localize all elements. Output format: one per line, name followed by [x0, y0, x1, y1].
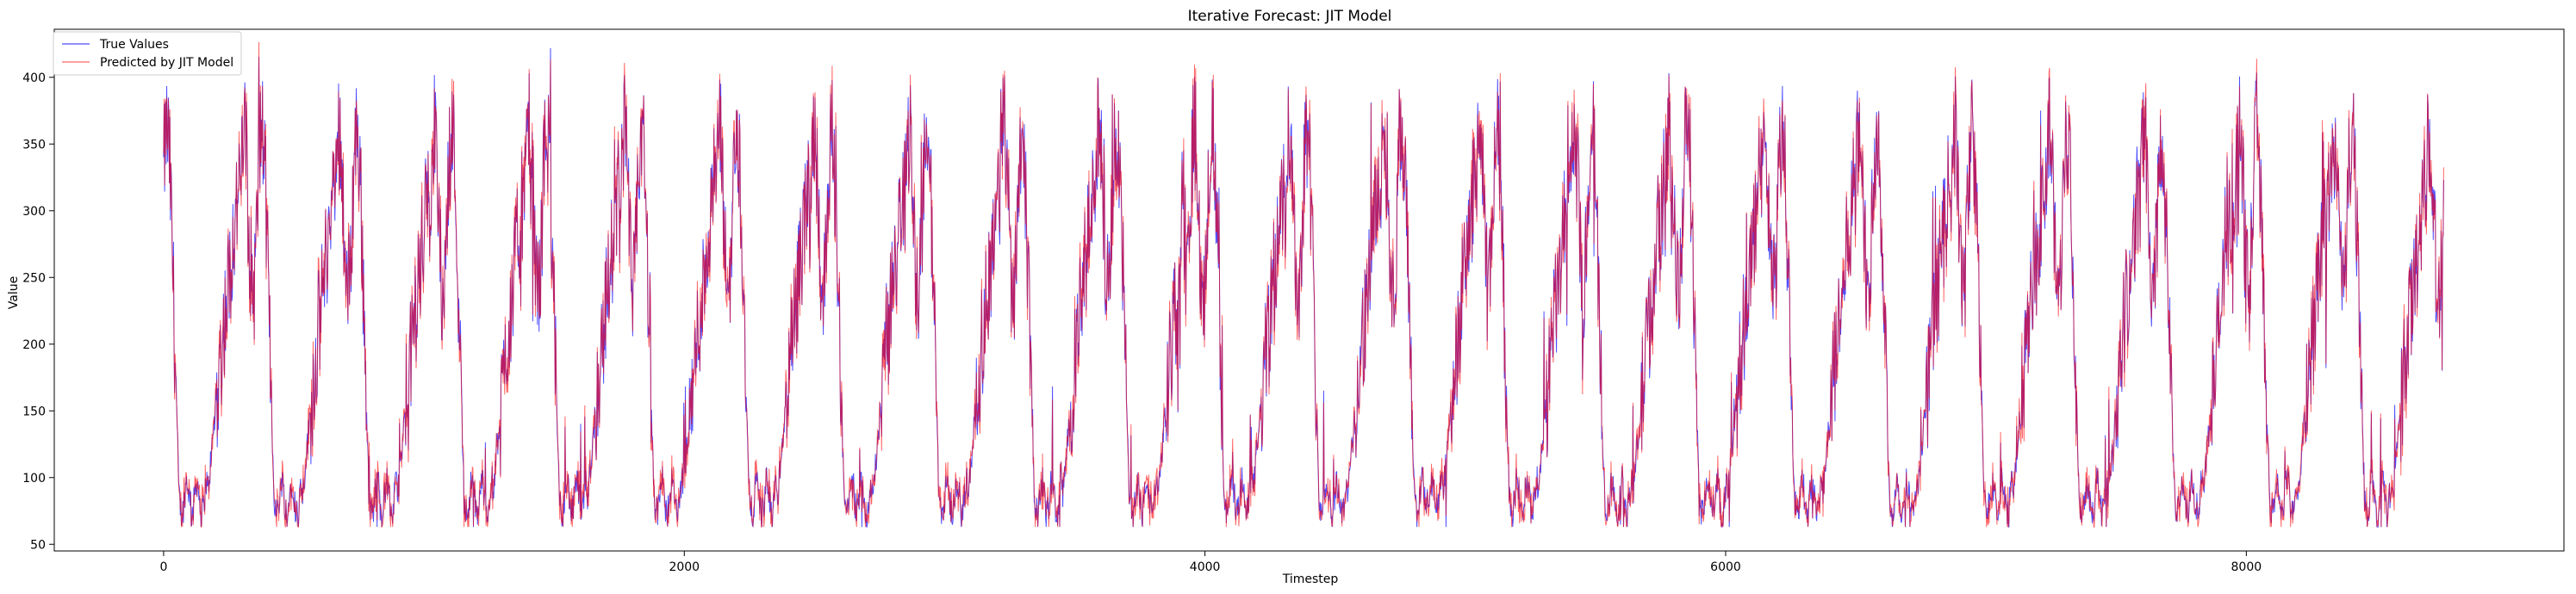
x-axis-label: Timestep: [1282, 572, 1339, 586]
series-line-0: [163, 47, 2444, 529]
x-axis: 0 2000 4000 6000 8000: [159, 551, 2262, 574]
y-tick-label: 400: [22, 71, 46, 85]
series-line-1: [163, 41, 2444, 529]
legend: True Values Predicted by JIT Model: [53, 31, 242, 76]
legend-box: [53, 31, 242, 76]
chart-title: Iterative Forecast: JIT Model: [1188, 8, 1392, 25]
x-tick-label: 4000: [1190, 560, 1221, 574]
series-true-values: [163, 47, 2444, 529]
plot-area: [53, 28, 2565, 552]
x-tick-label: 2000: [669, 560, 700, 574]
y-tick-label: 200: [22, 338, 46, 352]
y-tick-label: 50: [30, 538, 46, 552]
y-tick-label: 100: [22, 472, 46, 486]
y-axis: 50 100 150 200 250 300 350 400: [22, 71, 54, 552]
x-tick-label: 6000: [1710, 560, 1741, 574]
plot-frame: [53, 28, 2565, 552]
y-tick-label: 300: [22, 205, 46, 219]
legend-label-predicted: Predicted by JIT Model: [100, 56, 233, 70]
x-tick-label: 8000: [2231, 560, 2262, 574]
series-predicted: [163, 41, 2444, 529]
y-axis-label: Value: [7, 276, 21, 309]
legend-label-true-values: True Values: [99, 38, 169, 52]
x-tick-label: 0: [159, 560, 167, 574]
y-tick-label: 350: [22, 138, 46, 152]
y-tick-label: 150: [22, 405, 46, 418]
y-tick-label: 250: [22, 271, 46, 285]
